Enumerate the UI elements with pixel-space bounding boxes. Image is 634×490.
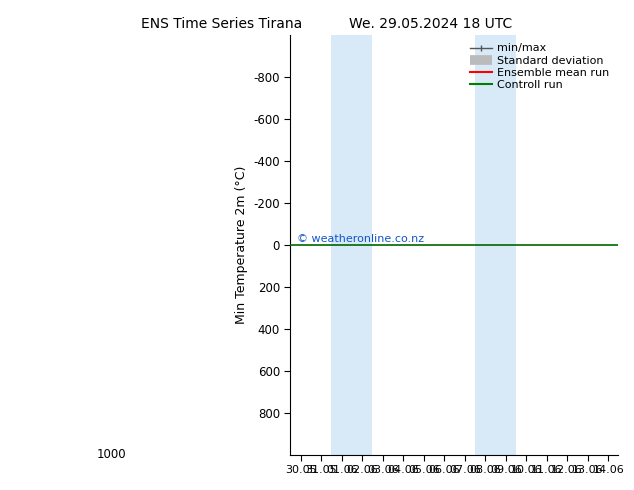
Bar (475, 35, 516, 455)
Text: © weatheronline.co.nz: © weatheronline.co.nz (297, 235, 424, 245)
Text: We. 29.05.2024 18 UTC: We. 29.05.2024 18 UTC (349, 17, 513, 31)
Bar (332, 35, 372, 455)
Y-axis label: Min Temperature 2m (°C): Min Temperature 2m (°C) (235, 166, 248, 324)
Legend: min/max, Standard deviation, Ensemble mean run, Controll run: min/max, Standard deviation, Ensemble me… (466, 40, 613, 94)
Text: ENS Time Series Tirana: ENS Time Series Tirana (141, 17, 302, 31)
Text: 1000: 1000 (96, 448, 126, 461)
